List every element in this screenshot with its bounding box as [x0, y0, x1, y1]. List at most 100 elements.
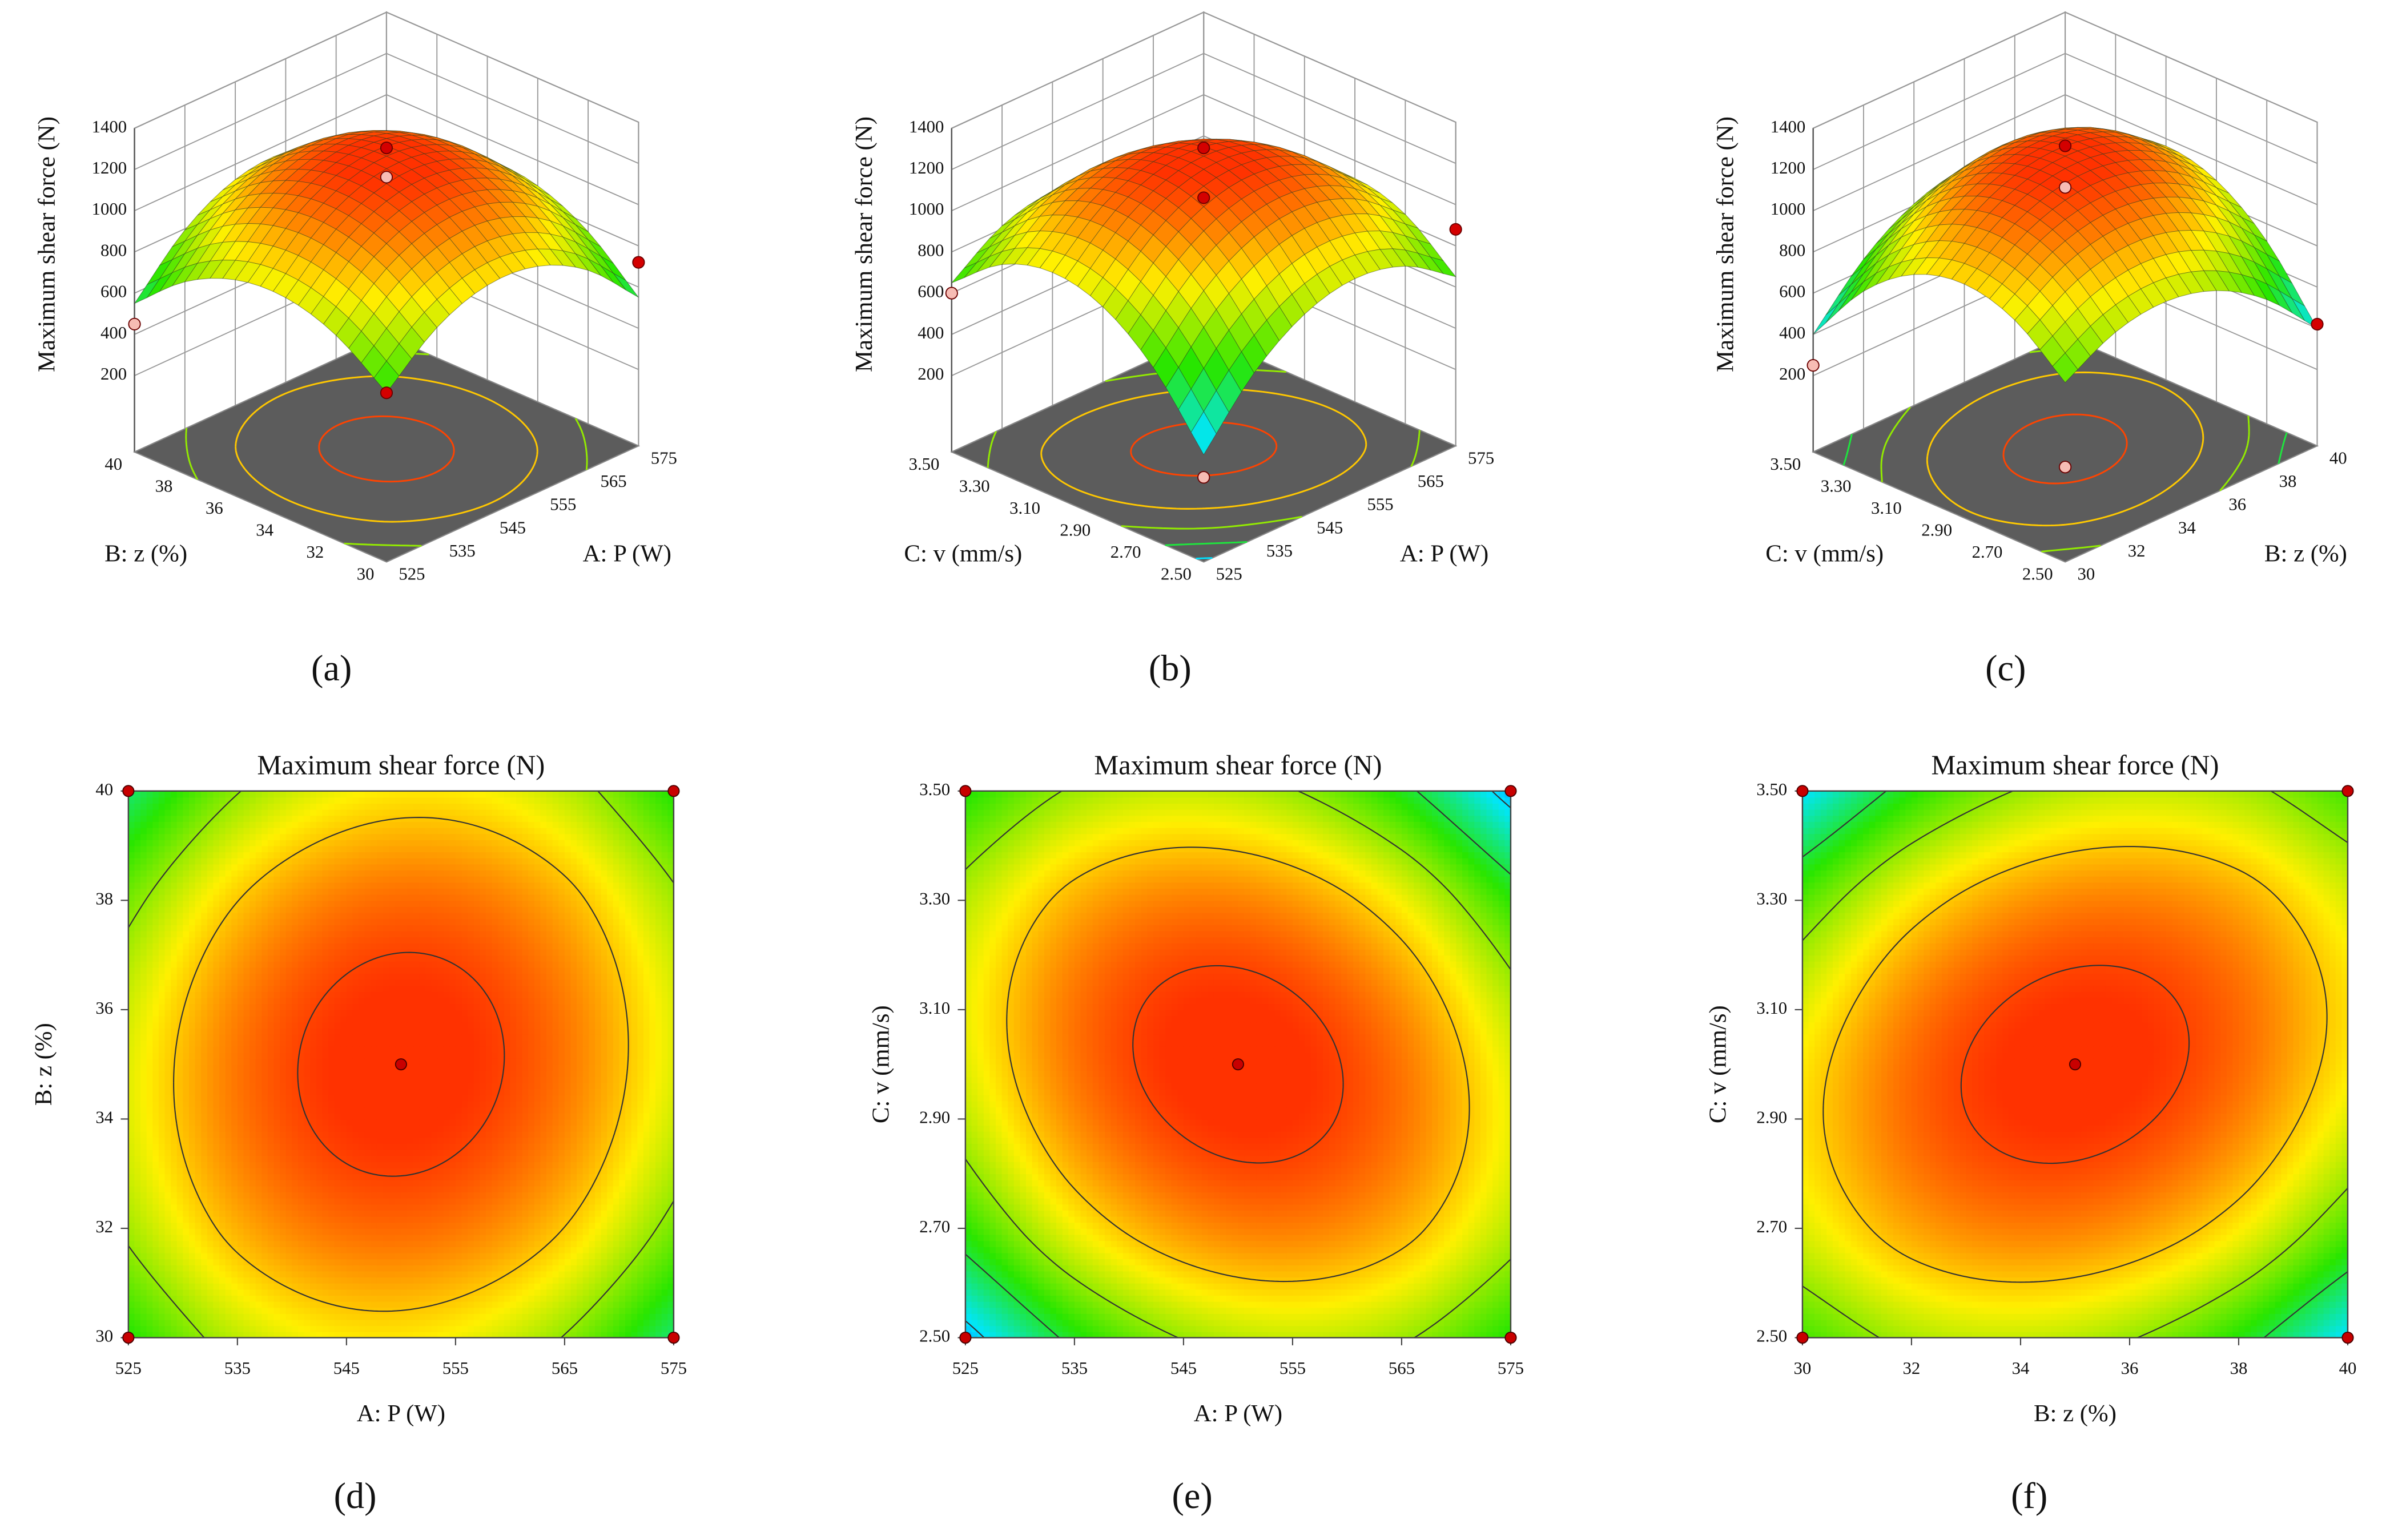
heat-cell [504, 1137, 511, 1144]
heat-cell [558, 1119, 565, 1126]
heat-cell [297, 1198, 305, 1205]
heat-cell [250, 1186, 256, 1193]
heat-cell [207, 1137, 214, 1144]
heat-cell [164, 1107, 172, 1114]
heat-cell [146, 1167, 154, 1175]
heat-cell [164, 1216, 172, 1223]
heat-cell [655, 1094, 662, 1102]
heat-cell [407, 1210, 414, 1217]
heat-cell [128, 1186, 135, 1193]
heat-cell [322, 1210, 329, 1217]
heat-cell [389, 1186, 396, 1193]
heat-cell [152, 1179, 159, 1187]
heat-cell [195, 1307, 202, 1314]
heat-cell [334, 1094, 341, 1102]
heat-cell [280, 1107, 287, 1114]
z-tick-label: 1000 [1771, 199, 1806, 219]
heat-cell [601, 1143, 608, 1150]
heat-cell [292, 1119, 299, 1126]
heat-cell [540, 1307, 547, 1314]
heat-cell [619, 1174, 626, 1180]
heat-cell [649, 1198, 657, 1205]
heat-cell [158, 1204, 166, 1211]
heat-cell [419, 1155, 426, 1162]
heat-cell [261, 1125, 268, 1132]
heat-cell [195, 1277, 202, 1284]
heat-cell [613, 1198, 620, 1205]
heat-cell [655, 1107, 662, 1114]
heat-cell [619, 1234, 626, 1241]
heat-cell [225, 1325, 232, 1332]
heat-cell [468, 1222, 474, 1229]
design-point [945, 287, 958, 300]
heat-cell [171, 1167, 178, 1175]
heat-cell [473, 1100, 481, 1108]
heat-cell [649, 1283, 657, 1290]
heat-cell [316, 1089, 323, 1095]
heat-cell [322, 1283, 329, 1290]
heat-cell [334, 1307, 341, 1314]
heat-cell [419, 1264, 426, 1272]
heat-cell [219, 1161, 226, 1168]
heat-cell [304, 1137, 311, 1144]
heat-cell [619, 1283, 626, 1290]
heat-cell [661, 1112, 669, 1120]
heat-cell [334, 1228, 341, 1235]
heat-cell [322, 1137, 329, 1144]
heat-cell [540, 1259, 547, 1265]
heat-cell [455, 1222, 462, 1229]
heat-cell [346, 1289, 353, 1296]
heat-cell [443, 1131, 450, 1138]
heat-cell [461, 1107, 469, 1114]
heat-cell [188, 1119, 196, 1126]
heat-cell [128, 1192, 135, 1199]
heat-cell [297, 1149, 305, 1156]
heat-cell [371, 1277, 377, 1284]
heat-cell [661, 1100, 669, 1108]
heat-cell [207, 1125, 214, 1132]
heat-cell [267, 1301, 275, 1308]
heat-cell [407, 1094, 414, 1102]
heat-cell [480, 1155, 486, 1162]
heat-cell [164, 1283, 172, 1290]
heat-cell [582, 1107, 590, 1114]
heat-cell [328, 1277, 335, 1284]
heat-cell [425, 1100, 432, 1108]
heat-cell [546, 1295, 553, 1302]
heat-cell [594, 1264, 602, 1272]
heat-cell [625, 1283, 632, 1290]
heat-cell [273, 1301, 281, 1308]
heat-cell [389, 1094, 396, 1102]
heat-cell [243, 1198, 251, 1205]
heat-cell [401, 1161, 408, 1168]
heat-cell [449, 1313, 456, 1320]
y-tick-label: 30 [357, 565, 375, 584]
heat-cell [176, 1161, 184, 1168]
heat-cell [171, 1319, 178, 1327]
heat-cell [546, 1319, 553, 1327]
heat-cell [528, 1283, 535, 1290]
heat-cell [267, 1234, 275, 1241]
heat-cell [425, 1240, 432, 1247]
heat-cell [207, 1246, 214, 1253]
heat-cell [140, 1094, 147, 1102]
heat-cell [285, 1192, 293, 1199]
heat-cell [340, 1131, 347, 1138]
heat-cell [540, 1289, 547, 1296]
heat-cell [419, 1179, 426, 1187]
heat-cell [643, 1179, 650, 1187]
heat-cell [407, 1289, 414, 1296]
heat-cell [328, 1271, 335, 1278]
heat-cell [649, 1107, 657, 1114]
heat-cell [195, 1210, 202, 1217]
heat-cell [661, 1222, 669, 1229]
heat-cell [152, 1119, 159, 1126]
heat-cell [461, 1167, 469, 1175]
heat-cell [316, 1125, 323, 1132]
heat-cell [431, 1155, 438, 1162]
heat-cell [425, 1149, 432, 1156]
heat-cell [528, 1277, 535, 1284]
heat-cell [273, 1131, 281, 1138]
heat-cell [558, 1125, 565, 1132]
heat-cell [352, 1204, 360, 1211]
